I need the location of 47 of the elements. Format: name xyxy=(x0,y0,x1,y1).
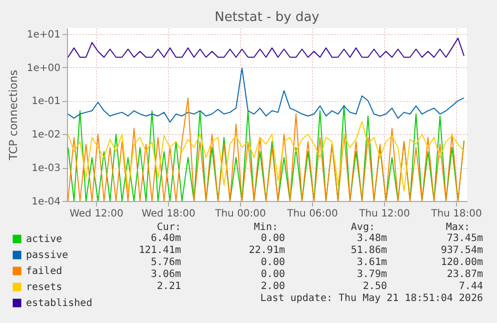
y-tick-label: 1e-02 xyxy=(32,130,60,141)
y-tick-label: 1e-04 xyxy=(32,196,60,208)
legend-label: resets xyxy=(26,282,62,293)
text: 23.87m xyxy=(446,269,483,281)
x-tick-label: Wed 18:00 xyxy=(142,208,196,220)
text: 0.00 xyxy=(260,257,285,269)
y-tick-label: 1e+01 xyxy=(26,29,60,40)
text: 2.50 xyxy=(362,281,387,293)
x-tick-label: Thu 06:00 xyxy=(286,208,338,220)
text: 22.91m xyxy=(248,245,285,257)
text: 120.00m xyxy=(440,257,483,269)
legend-label: failed xyxy=(26,266,62,277)
x-tick-label: Thu 00:00 xyxy=(214,208,266,220)
y-tick-label: 1e+00 xyxy=(26,62,60,74)
legend-label: established xyxy=(26,298,92,309)
text: 2.00 xyxy=(260,281,285,293)
x-tick-label: Thu 12:00 xyxy=(358,208,410,220)
text: 73.45m xyxy=(446,233,483,245)
line-series xyxy=(68,38,464,58)
text: 51.86m xyxy=(350,245,387,257)
line-series xyxy=(68,121,464,192)
x-tick-label: Wed 12:00 xyxy=(70,208,124,220)
text: 6.40m xyxy=(150,233,181,245)
text: Max: xyxy=(446,222,470,234)
text: Min: xyxy=(254,222,278,234)
text: Avg: xyxy=(350,222,375,234)
text: 0.00 xyxy=(260,269,285,281)
text: 3.79m xyxy=(356,269,387,281)
y-axis-title: TCP connections xyxy=(6,70,20,162)
text: 5.76m xyxy=(150,257,181,269)
text: 0.00 xyxy=(260,233,285,245)
chart-title: Netstat - by day xyxy=(214,10,320,25)
legend-label: active xyxy=(26,234,62,245)
text: 937.54m xyxy=(440,245,483,257)
y-tick-label: 1e-03 xyxy=(32,163,60,174)
text: Last update: Thu May 21 18:51:04 2026 xyxy=(260,293,483,305)
text: 3.06m xyxy=(150,269,181,281)
text: 2.21 xyxy=(156,281,181,293)
text: Cur: xyxy=(156,222,181,234)
legend-label: passive xyxy=(26,250,68,261)
line-series xyxy=(68,68,464,123)
x-tick-label: Thu 18:00 xyxy=(430,208,482,220)
text: 7.44 xyxy=(458,281,483,293)
text: 3.48m xyxy=(356,233,387,245)
text: 3.61m xyxy=(356,257,387,269)
y-tick-label: 1e-01 xyxy=(32,96,60,108)
text: 121.41m xyxy=(138,245,181,257)
